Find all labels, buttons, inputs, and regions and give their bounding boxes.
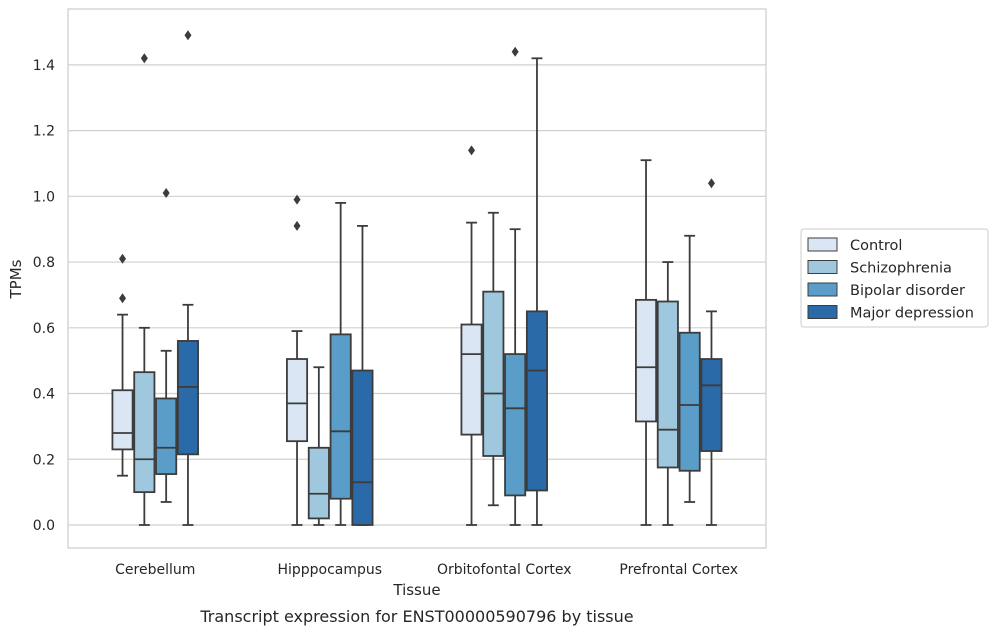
box-body — [482, 290, 505, 457]
legend-label: Bipolar disorder — [850, 283, 965, 299]
y-axis-title: TPMs — [7, 259, 25, 299]
box-1-0 — [133, 53, 156, 526]
box-2-0 — [155, 188, 178, 503]
box-3-3 — [700, 178, 723, 526]
legend: Control Schizophrenia Bipolar disorder Majo… — [800, 228, 989, 328]
box-1-1 — [307, 366, 330, 526]
box-0-0 — [111, 253, 134, 477]
box-body — [155, 397, 178, 475]
y-tick-label: 0.8 — [33, 255, 55, 271]
box-body — [111, 389, 134, 451]
box-body — [700, 358, 723, 452]
legend-swatch — [807, 282, 838, 297]
box-2-2 — [504, 46, 527, 526]
box-body — [460, 323, 483, 436]
y-tick-label: 0.6 — [33, 321, 55, 337]
outlier-point — [511, 46, 519, 57]
legend-frame — [800, 228, 989, 328]
outlier-point — [184, 30, 192, 41]
box-body — [286, 358, 309, 443]
outlier-point — [707, 178, 715, 189]
box-body — [307, 446, 330, 520]
box-0-1 — [286, 194, 309, 526]
box-body — [656, 300, 679, 469]
box-2-1 — [329, 202, 352, 526]
x-tick-label: Hipppocampus — [277, 562, 382, 578]
box-body — [635, 298, 658, 423]
y-tick-labels: 0.0 0.2 0.4 0.6 0.8 1.0 1.2 1.4 — [33, 58, 55, 534]
outlier-point — [293, 194, 301, 205]
box-3-0 — [176, 30, 199, 526]
y-tick-label: 0.4 — [33, 387, 55, 403]
box-body — [329, 333, 352, 500]
y-tick-label: 1.4 — [33, 58, 55, 74]
legend-label: Schizophrenia — [850, 261, 952, 277]
outlier-point — [119, 293, 127, 304]
x-tick-labels: Cerebellum Hipppocampus Orbitofontal Corte… — [115, 562, 738, 578]
y-tick-label: 1.2 — [33, 124, 55, 140]
box-0-3 — [635, 159, 658, 526]
outlier-point — [140, 53, 148, 64]
legend-label: Control — [850, 238, 902, 254]
box-1-2 — [482, 211, 505, 507]
box-3-2 — [525, 57, 548, 526]
box-3-1 — [351, 225, 374, 526]
x-axis-title: Tissue — [392, 581, 440, 599]
legend-swatch — [807, 305, 838, 319]
box-2-3 — [678, 234, 701, 503]
legend-swatch — [807, 237, 838, 252]
chart-caption: Transcript expression for ENST0000059079… — [199, 607, 633, 626]
box-0-2 — [460, 145, 483, 526]
legend-swatch — [807, 260, 838, 274]
legend-label: Major depression — [850, 306, 974, 322]
boxes — [111, 30, 723, 526]
y-tick-label: 0.2 — [33, 452, 55, 468]
outlier-point — [468, 145, 476, 156]
box-body — [351, 369, 374, 526]
y-tick-label: 1.0 — [33, 189, 55, 205]
x-tick-label: Prefrontal Cortex — [619, 562, 738, 578]
outlier-point — [293, 220, 301, 231]
x-tick-label: Cerebellum — [115, 562, 195, 578]
box-body — [678, 331, 701, 472]
box-body — [525, 310, 548, 492]
box-body — [504, 353, 527, 497]
outlier-point — [119, 253, 127, 264]
outlier-point — [162, 188, 170, 199]
box-1-3 — [656, 261, 679, 526]
y-tick-label: 0.0 — [33, 518, 55, 534]
box-body — [133, 371, 156, 494]
x-tick-label: Orbitofontal Cortex — [437, 562, 572, 578]
plot-frame — [67, 8, 767, 549]
box-body — [176, 340, 199, 456]
